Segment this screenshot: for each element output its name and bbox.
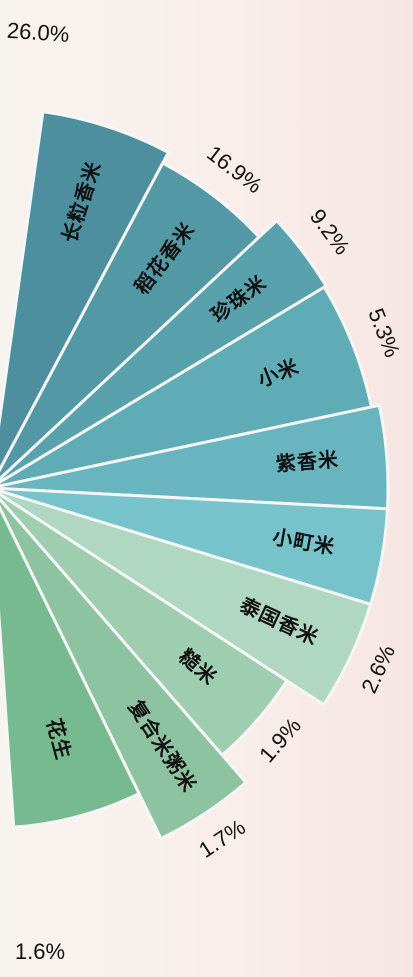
slice-label: 紫香米 [275,447,340,476]
percent-label: 1.6% [15,939,65,964]
slice-label: 小町米 [271,525,337,560]
pie-slice [0,497,248,841]
percent-label: 9.2% [305,204,355,259]
pie-slice [0,505,142,829]
pie-slice [0,218,329,484]
pie-slices [0,110,390,841]
percent-label: 26.0% [6,18,70,47]
pie-slice [0,110,171,473]
pie-slice [0,489,373,707]
slice-label: 花生 [42,716,76,762]
percent-label: 2.6% [356,641,400,697]
percent-label: 5.3% [363,305,405,361]
percent-label: 1.9% [254,713,306,767]
percent-label: 16.9% [202,140,267,198]
percent-label: 1.7% [194,814,250,863]
